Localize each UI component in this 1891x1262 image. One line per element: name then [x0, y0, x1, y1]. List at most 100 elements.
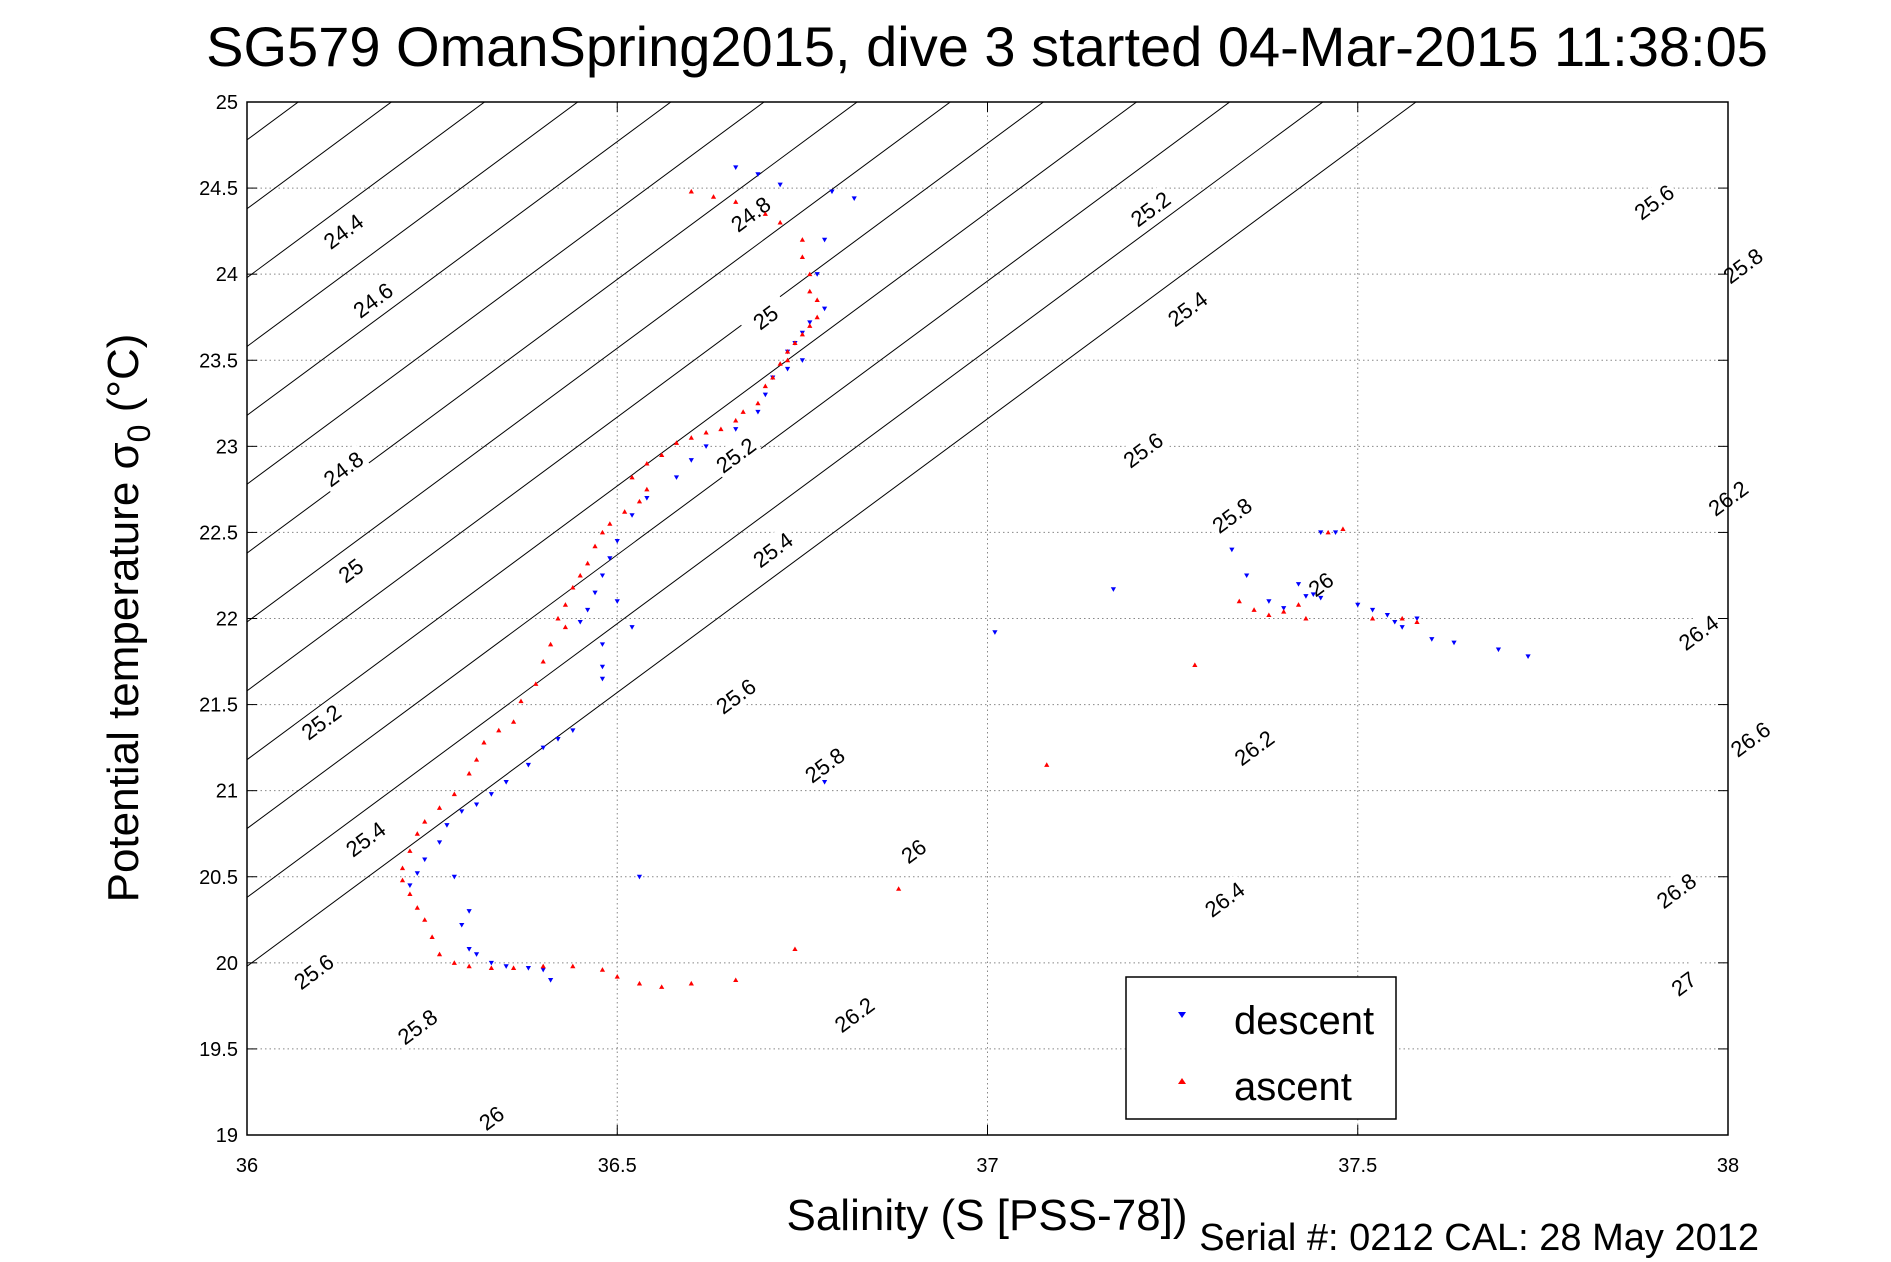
x-tick-label: 38 — [1717, 1155, 1739, 1177]
ascent-point — [466, 963, 472, 969]
density-contour-line — [247, 102, 765, 485]
ascent-point — [755, 400, 761, 406]
descent-point — [488, 960, 494, 966]
contour-label-bg — [1227, 722, 1282, 773]
contour-label-bg — [294, 697, 349, 747]
descent-point — [473, 952, 480, 957]
ascent-point — [399, 877, 406, 883]
contour-label-bg — [390, 1001, 445, 1052]
y-tick-label: 22 — [216, 609, 238, 631]
contour-label-bg — [464, 1093, 519, 1143]
density-contour-lines — [247, 102, 1417, 967]
ascent-point — [488, 965, 494, 970]
ascent-point — [1399, 615, 1405, 621]
serial-cal-footer: Serial #: 0212 CAL: 28 May 2012 — [1199, 1217, 1759, 1259]
density-contour-line — [247, 102, 1138, 761]
ascent-point — [1369, 615, 1376, 621]
descent-point — [1295, 582, 1302, 587]
descent-point — [570, 728, 576, 734]
legend: descent ascent — [1125, 976, 1397, 1120]
ascent-point — [703, 429, 709, 435]
ascent-point — [792, 946, 798, 952]
descent-point — [755, 172, 761, 177]
descent-point — [799, 358, 805, 363]
ascent-point — [548, 641, 554, 647]
density-contour-line — [247, 102, 1045, 692]
ascent-point — [614, 974, 620, 979]
ascent-point — [1044, 762, 1050, 767]
descent-point — [1392, 619, 1398, 625]
y-axis-label-main: Potential temperature σ — [99, 442, 148, 902]
ascent-point — [777, 219, 783, 225]
contour-label-bg — [1123, 184, 1178, 234]
contour-label-bg — [316, 206, 371, 256]
ascent-point — [1340, 526, 1346, 531]
ascent-point — [777, 361, 783, 366]
contour-label-bg — [1115, 425, 1171, 475]
ascent-point — [718, 426, 724, 432]
descent-point — [1110, 587, 1116, 592]
ascent-point — [1281, 609, 1287, 614]
ascent-point — [510, 719, 517, 724]
x-tick-label: 36.5 — [598, 1155, 637, 1177]
ascent-point — [540, 963, 546, 969]
contour-label-bg — [797, 740, 852, 790]
contour-label-bg — [323, 545, 378, 596]
descent-point — [814, 272, 820, 277]
data-points — [399, 165, 1531, 989]
ascent-point — [607, 521, 613, 526]
ascent-point — [688, 980, 694, 986]
density-contour-line — [247, 102, 1231, 829]
ascent-point — [481, 739, 487, 745]
descent-point — [1369, 607, 1376, 613]
ascent-point — [688, 435, 694, 440]
legend-ascent-label: ascent — [1234, 1065, 1352, 1109]
descent-point — [422, 857, 428, 863]
descent-point — [829, 189, 835, 195]
contour-label-bg — [316, 443, 371, 494]
y-axis-label-subscript: 0 — [121, 425, 157, 443]
ascent-point — [688, 188, 694, 194]
descent-point — [614, 599, 620, 604]
descent-point — [503, 964, 509, 969]
descent-point — [688, 458, 694, 463]
descent-point — [614, 539, 620, 544]
ascent-point — [1303, 615, 1309, 621]
ascent-point — [784, 357, 791, 363]
ascent-point — [784, 349, 791, 354]
descent-point — [1429, 637, 1435, 642]
descent-point — [807, 320, 813, 325]
ascent-point — [814, 297, 820, 302]
ascent-point — [792, 340, 798, 346]
contour-label-bg — [1671, 607, 1726, 657]
contour-label-bg — [1723, 714, 1778, 764]
ascent-point — [1295, 602, 1302, 607]
contour-label-bg — [827, 989, 882, 1040]
ascent-point — [399, 865, 406, 871]
ascent-point — [644, 460, 650, 466]
ascent-point — [414, 905, 420, 910]
descent-point — [585, 607, 591, 613]
contour-label-bg — [1656, 958, 1711, 1009]
legend-descent-marker — [1178, 1012, 1186, 1018]
descent-point — [414, 871, 420, 876]
ascent-point — [1236, 598, 1242, 604]
density-contour-line — [247, 102, 952, 623]
ascent-point — [733, 199, 739, 204]
ascent-point — [466, 770, 472, 776]
ascent-point — [629, 474, 635, 480]
descent-point — [1355, 602, 1361, 608]
ascent-point — [896, 886, 902, 891]
ascent-point — [570, 584, 576, 590]
y-tick-label: 25 — [216, 92, 238, 114]
descent-point — [466, 909, 472, 914]
descent-point — [636, 874, 643, 880]
ascent-point — [636, 498, 643, 504]
ascent-point — [762, 383, 768, 389]
descent-point — [540, 967, 546, 973]
ascent-point — [585, 560, 591, 566]
descent-point — [992, 630, 998, 635]
descent-point — [1525, 654, 1531, 659]
descent-point — [444, 823, 450, 828]
y-axis-ticks: 19 19.5 20 20.5 21 21.5 22 22.5 23 23.5 24 24.5 25 — [199, 92, 1728, 1147]
